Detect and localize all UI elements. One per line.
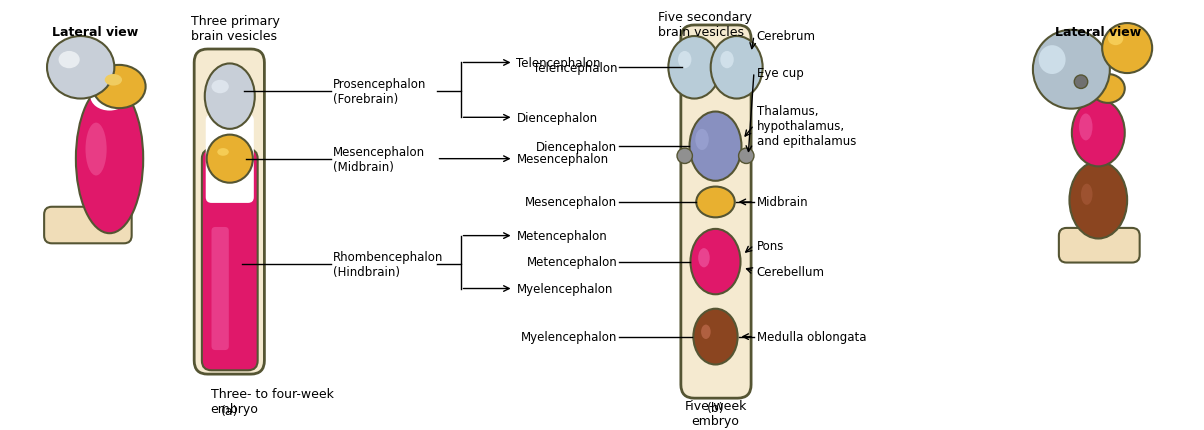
- Ellipse shape: [678, 52, 691, 69]
- FancyBboxPatch shape: [202, 150, 258, 370]
- Ellipse shape: [720, 52, 733, 69]
- Ellipse shape: [1102, 24, 1152, 74]
- FancyBboxPatch shape: [212, 227, 229, 350]
- Ellipse shape: [1039, 46, 1066, 75]
- Ellipse shape: [690, 112, 742, 181]
- FancyBboxPatch shape: [681, 26, 751, 398]
- Circle shape: [677, 149, 692, 164]
- Ellipse shape: [1108, 33, 1123, 46]
- Text: Mesencephalon: Mesencephalon: [525, 196, 618, 209]
- Text: (a): (a): [222, 404, 238, 417]
- Text: Lateral view: Lateral view: [1055, 26, 1141, 39]
- FancyBboxPatch shape: [194, 50, 265, 374]
- Ellipse shape: [205, 64, 255, 129]
- Ellipse shape: [696, 187, 734, 218]
- Ellipse shape: [207, 135, 253, 183]
- Text: Medulla oblongata: Medulla oblongata: [757, 330, 867, 343]
- Text: Myelencephalon: Myelencephalon: [521, 330, 618, 343]
- Ellipse shape: [1081, 184, 1092, 206]
- Ellipse shape: [76, 85, 143, 233]
- Text: Rhombencephalon
(Hindbrain): Rhombencephalon (Hindbrain): [332, 251, 443, 279]
- FancyBboxPatch shape: [1058, 228, 1140, 263]
- Text: (b): (b): [707, 401, 725, 414]
- Text: Mesencephalon: Mesencephalon: [517, 153, 608, 166]
- Ellipse shape: [1079, 114, 1092, 141]
- FancyBboxPatch shape: [45, 207, 131, 244]
- Text: Cerebrum: Cerebrum: [757, 30, 816, 43]
- Text: Three- to four-week
embryo: Three- to four-week embryo: [211, 387, 334, 415]
- Text: Eye cup: Eye cup: [757, 67, 803, 80]
- Ellipse shape: [690, 229, 740, 295]
- Ellipse shape: [217, 149, 229, 157]
- Ellipse shape: [216, 347, 244, 365]
- Ellipse shape: [1091, 75, 1125, 104]
- Text: Mesencephalon
(Midbrain): Mesencephalon (Midbrain): [332, 145, 425, 173]
- Text: Prosencephalon
(Forebrain): Prosencephalon (Forebrain): [332, 78, 426, 106]
- FancyBboxPatch shape: [206, 115, 254, 203]
- Text: Three primary
brain vesicles: Three primary brain vesicles: [191, 15, 281, 43]
- Text: Metencephalon: Metencephalon: [526, 255, 618, 268]
- Circle shape: [1074, 76, 1087, 89]
- Ellipse shape: [212, 80, 229, 94]
- Text: Pons: Pons: [757, 239, 784, 252]
- Ellipse shape: [710, 37, 762, 99]
- Ellipse shape: [47, 37, 114, 99]
- Text: Metencephalon: Metencephalon: [517, 230, 607, 243]
- Ellipse shape: [1033, 31, 1110, 109]
- Text: Cerebellum: Cerebellum: [757, 265, 825, 278]
- Ellipse shape: [59, 52, 79, 69]
- Ellipse shape: [698, 249, 709, 268]
- Ellipse shape: [1069, 162, 1127, 239]
- Circle shape: [738, 149, 754, 164]
- Ellipse shape: [105, 75, 122, 86]
- Ellipse shape: [90, 83, 129, 111]
- Ellipse shape: [85, 123, 107, 176]
- Ellipse shape: [668, 37, 720, 99]
- Ellipse shape: [695, 129, 709, 150]
- Text: Telencephalon: Telencephalon: [517, 57, 601, 70]
- Text: Five secondary
brain vesicles: Five secondary brain vesicles: [657, 11, 751, 39]
- Ellipse shape: [694, 309, 738, 365]
- Text: Diencephalon: Diencephalon: [517, 111, 597, 125]
- Ellipse shape: [93, 66, 146, 109]
- Text: Diencephalon: Diencephalon: [536, 140, 618, 154]
- Ellipse shape: [1072, 100, 1125, 167]
- Ellipse shape: [701, 325, 710, 339]
- Text: Lateral view: Lateral view: [52, 26, 138, 39]
- Text: Midbrain: Midbrain: [757, 196, 808, 209]
- Text: Thalamus,
hypothalamus,
and epithalamus: Thalamus, hypothalamus, and epithalamus: [757, 104, 856, 147]
- Text: Five-week
embryo: Five-week embryo: [684, 399, 746, 427]
- Text: Myelencephalon: Myelencephalon: [517, 283, 613, 295]
- Text: Telencephalon: Telencephalon: [533, 61, 618, 75]
